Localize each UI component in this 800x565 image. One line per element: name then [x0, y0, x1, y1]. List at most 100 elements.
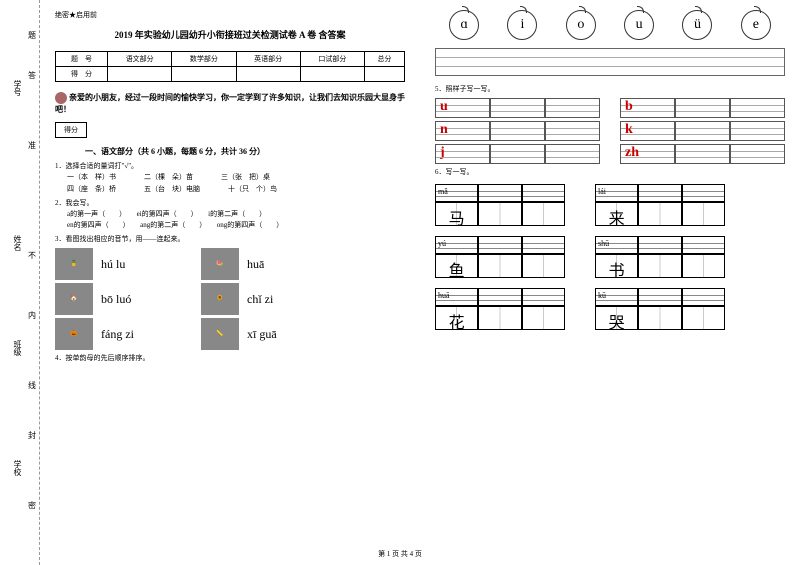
char-cell: 哭 [595, 306, 638, 330]
pinyin-cell: yú [435, 236, 478, 254]
sidebar-label: 学号 [12, 80, 23, 96]
apple-icon: ɑ [449, 10, 479, 40]
q-stem: 1．选择合适的量词打"√"。 [55, 161, 405, 172]
question-4: 4．按单韵母的先后顺序排序。 [55, 353, 405, 364]
pinyin-label: lái [598, 187, 606, 196]
confidential-mark: 绝密★启用前 [55, 10, 405, 20]
write-item: shū 书 [595, 236, 725, 278]
pinyin-label: kū [598, 291, 606, 300]
pinyin-cell: kū [595, 288, 638, 306]
char-cell [478, 306, 521, 330]
table-row: 得 分 [56, 67, 405, 82]
th: 总分 [365, 52, 405, 67]
apple-icon: i [507, 10, 537, 40]
pinyin-cell [682, 236, 725, 254]
char-cell [478, 202, 521, 226]
question-5: 5．照样子写一写。 [435, 84, 785, 95]
th: 英语部分 [236, 52, 300, 67]
right-column: ɑ i o u ü e 5．照样子写一写。 ubnkjzh 6．写一写。 mǎ马… [420, 0, 800, 565]
four-line-cell [545, 98, 600, 118]
td [365, 67, 405, 82]
char-cell [682, 254, 725, 278]
four-line-cell [545, 144, 600, 164]
vowel: o [577, 17, 584, 33]
sidebar-label: 班级 [12, 340, 23, 356]
ruler-icon: 📏 [201, 318, 239, 350]
pinyin: bō luó [101, 290, 161, 309]
opt: 一（本 样）书 [67, 173, 116, 181]
pinyin: xī guā [247, 325, 307, 344]
sidebar-label: 姓名 [12, 235, 23, 251]
pinyin-cell [638, 236, 681, 254]
pinyin: hú lu [101, 255, 161, 274]
apple-icon: o [566, 10, 596, 40]
td [172, 67, 236, 82]
vowel: e [753, 17, 759, 33]
td [236, 67, 300, 82]
pinyin-label: mǎ [438, 187, 448, 196]
th: 口试部分 [300, 52, 364, 67]
char-label: 哭 [596, 309, 637, 333]
four-line-row: ub [435, 98, 785, 118]
question-1: 1．选择合适的量词打"√"。 一（本 样）书 二（棵 朵）苗 三（张 把）桌 四… [55, 161, 405, 195]
pic-row: 🏠 bō luó 🌻 chǐ zi [55, 283, 405, 315]
char-cell: 书 [595, 254, 638, 278]
seal-char: 题 [28, 30, 36, 41]
write-item: huā花 [435, 288, 565, 330]
score-table: 题 号 语文部分 数学部分 英语部分 口试部分 总分 得 分 [55, 51, 405, 82]
letter-label: zh [625, 145, 639, 161]
flower-pic-icon: 🌻 [201, 283, 239, 315]
question-2: 2．我会写。 a的第一声（ ） ei的第四声（ ） i的第二声（ ） en的第四… [55, 198, 405, 232]
char-cell: 花 [435, 306, 478, 330]
char-label: 书 [596, 257, 637, 281]
letter-label: u [440, 99, 448, 115]
char-cell [478, 254, 521, 278]
seal-char: 线 [28, 380, 36, 391]
pinyin-cell: mǎ [435, 184, 478, 202]
table-row: 题 号 语文部分 数学部分 英语部分 口试部分 总分 [56, 52, 405, 67]
four-line-cell: n [435, 121, 490, 141]
apple-icon: u [624, 10, 654, 40]
pinyin: fáng zi [101, 325, 161, 344]
pinyin-cell [522, 184, 565, 202]
four-line-cell [490, 98, 545, 118]
char-cell [522, 202, 565, 226]
opt: 三（张 把）桌 [221, 173, 270, 181]
apple-row: ɑ i o u ü e [435, 10, 785, 40]
char-label: 来 [596, 205, 637, 229]
four-line-cell [490, 121, 545, 141]
char-label: 花 [436, 309, 477, 333]
seal-char: 封 [28, 430, 36, 441]
char-label: 马 [436, 205, 477, 229]
write-item: yú鱼 [435, 236, 565, 278]
write-grid: mǎ 马 lái 来 yú鱼 shū 书 huā花 kū 哭 [435, 184, 785, 330]
char-cell [638, 306, 681, 330]
seal-char: 内 [28, 310, 36, 321]
pinyin-cell [638, 184, 681, 202]
sidebar-label: 学校 [12, 460, 23, 476]
four-line-cell [545, 121, 600, 141]
opt: 十（只 个）鸟 [228, 185, 277, 193]
gourd-icon: 🎃 [55, 318, 93, 350]
four-line-row: j zh [435, 144, 785, 164]
writing-lines [435, 48, 785, 76]
opt: a的第一声（ ） [67, 210, 123, 218]
apple-icon: ü [682, 10, 712, 40]
four-line-cell: j [435, 144, 490, 164]
question-3: 3．看图找出相应的音节，用——连起来。 🍍 hú lu 🍉 huā 🏠 bō l… [55, 234, 405, 350]
write-item: lái 来 [595, 184, 725, 226]
house-icon: 🏠 [55, 283, 93, 315]
four-line-cell [490, 144, 545, 164]
seal-char: 准 [28, 140, 36, 151]
four-line-cell: b [620, 98, 675, 118]
four-line-cell [675, 121, 730, 141]
pinyin-cell [682, 184, 725, 202]
pinyin: huā [247, 255, 307, 274]
letter-label: b [625, 99, 633, 115]
pinyin-label: shū [598, 239, 609, 248]
seal-char: 答 [28, 70, 36, 81]
pinyin-label: yú [438, 239, 446, 248]
q-stem: 2．我会写。 [55, 198, 405, 209]
char-cell [522, 254, 565, 278]
write-item: mǎ 马 [435, 184, 565, 226]
